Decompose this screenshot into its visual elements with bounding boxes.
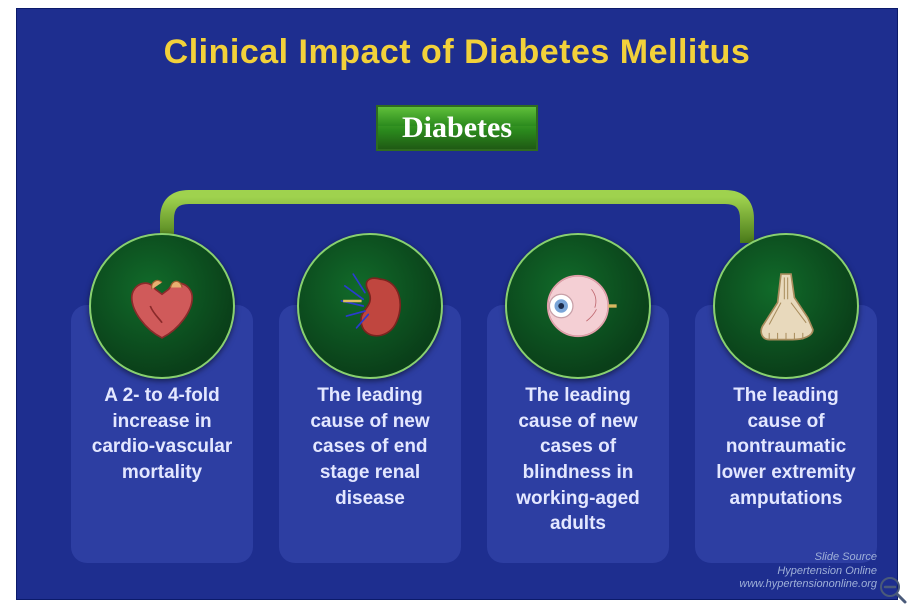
impact-columns: A 2- to 4-fold increase in cardio-vascul…	[71, 233, 843, 563]
impact-heart: A 2- to 4-fold increase in cardio-vascul…	[71, 233, 253, 563]
impact-text: The leading cause of new cases of end st…	[310, 385, 429, 509]
slide-credit: Slide Source Hypertension Online www.hyp…	[739, 551, 877, 591]
zoom-out-button[interactable]	[878, 575, 908, 605]
foot-icon	[713, 233, 859, 379]
slide-title: Clinical Impact of Diabetes Mellitus	[17, 33, 897, 72]
credit-line: www.hypertensiononline.org	[739, 578, 877, 591]
stage: Clinical Impact of Diabetes Mellitus Dia…	[0, 0, 912, 609]
kidney-icon	[297, 233, 443, 379]
root-node: Diabetes	[376, 105, 538, 151]
impact-kidney: The leading cause of new cases of end st…	[279, 233, 461, 563]
slide: Clinical Impact of Diabetes Mellitus Dia…	[16, 8, 898, 600]
root-label: Diabetes	[402, 111, 512, 144]
credit-line: Slide Source	[739, 551, 877, 564]
impact-eye: The leading cause of new cases of blindn…	[487, 233, 669, 563]
impact-text: A 2- to 4-fold increase in cardio-vascul…	[92, 385, 232, 483]
eye-icon	[505, 233, 651, 379]
impact-foot: The leading cause of nontraumatic lower …	[695, 233, 877, 563]
heart-icon	[89, 233, 235, 379]
tree-connector	[107, 169, 807, 243]
impact-text: The leading cause of new cases of blindn…	[516, 385, 640, 534]
credit-line: Hypertension Online	[739, 565, 877, 578]
impact-text: The leading cause of nontraumatic lower …	[716, 385, 855, 509]
